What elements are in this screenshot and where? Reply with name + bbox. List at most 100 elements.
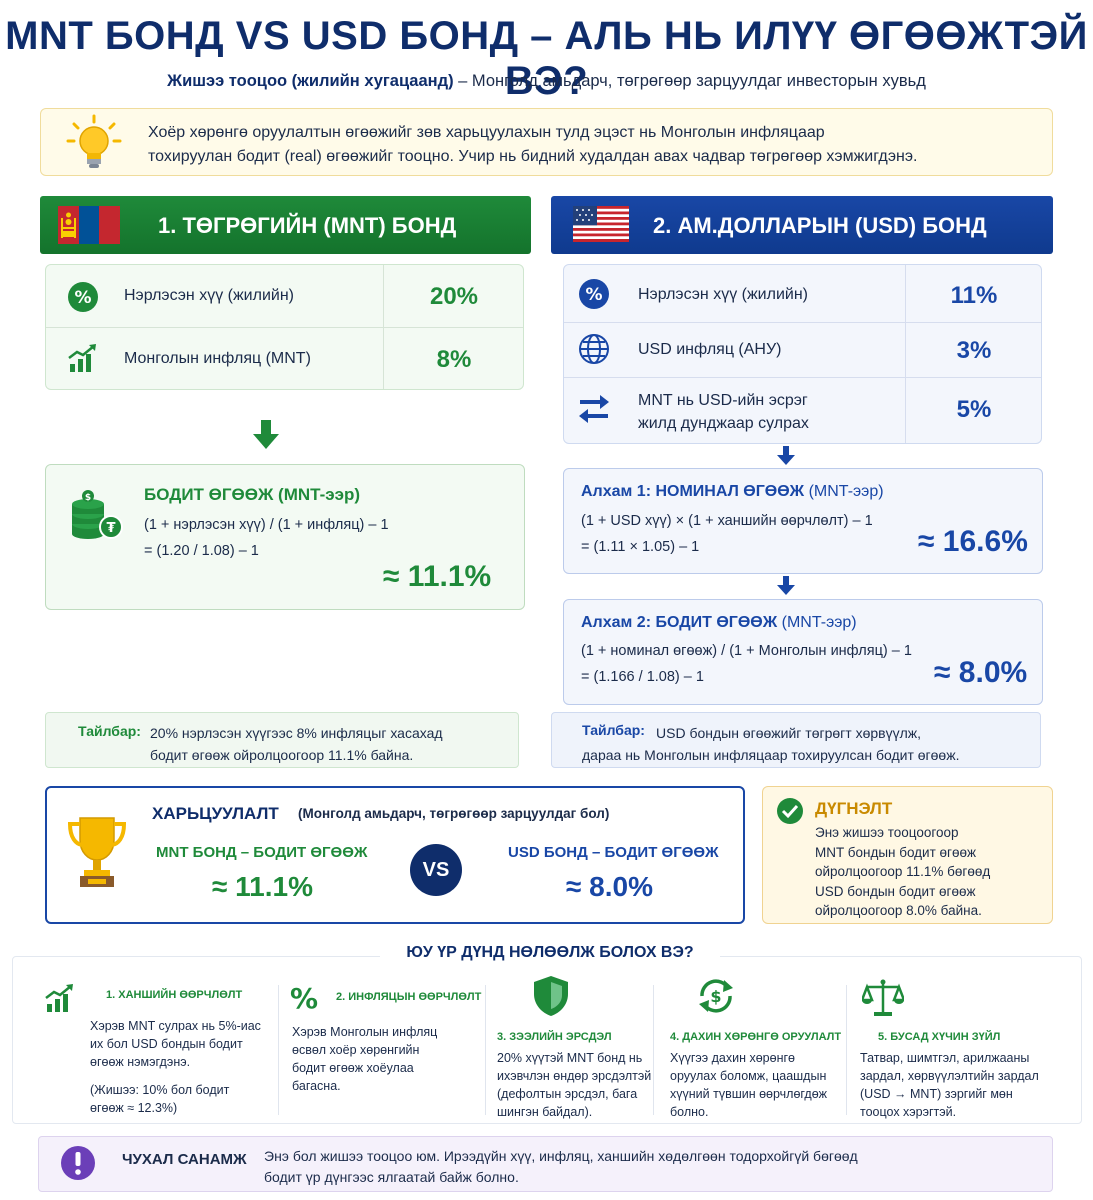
factor-5-title: 5. БУСАД ХҮЧИН ЗҮЙЛ [878, 1031, 1001, 1043]
comparison-box [45, 786, 745, 924]
mnt-inflation-value: 8% [436, 346, 472, 373]
mnt-real-return-box [45, 464, 525, 610]
reinvest-cycle-icon: $ [699, 979, 733, 1013]
percent-icon: % [290, 982, 319, 1015]
factor-line: (Жишээ: 10% бол бодит [90, 1083, 230, 1097]
mnt-rate-value: 20% [429, 283, 479, 310]
svg-text:$: $ [710, 987, 721, 1006]
factor-line: их бол USD бондын бодит [90, 1037, 243, 1051]
mnt-note-line-1: 20% нэрлэсэн хүүгээс 8% инфляцыг хасахад [150, 725, 443, 741]
usd-step2-title: Алхам 2: БОДИТ ӨГӨӨЖ (MNT-ээр) [581, 614, 857, 632]
factor-line: багасна. [292, 1079, 341, 1093]
factor-line: 20% хүүтэй MNT бонд нь [497, 1051, 643, 1065]
warning-title: ЧУХАЛ САНАМЖ [122, 1151, 247, 1168]
exchange-arrows-icon [579, 395, 609, 423]
comparison-usd-label: USD БОНД – БОДИТ ӨГӨӨЖ [508, 844, 719, 861]
factor-line: өсвөл хоёр хөрөнгийн [292, 1043, 420, 1057]
conclusion-line: ойролцоогоор 8.0% байна. [815, 903, 982, 918]
down-arrow-icon [777, 446, 795, 465]
factor-line: шингэн байдал). [497, 1105, 593, 1119]
conclusion-line: MNT бондын бодит өгөөж [815, 844, 977, 860]
usd-step2-box [563, 599, 1043, 705]
usd-step1-formula-1: (1 + USD хүү) × (1 + ханшийн өөрчлөлт) –… [581, 513, 873, 529]
intro-line-1: Хоёр хөрөнгө оруулалтын өгөөжийг зөв хар… [148, 124, 825, 141]
usd-note-label: Тайлбар: [582, 722, 645, 738]
usd-inflation-value: 3% [956, 337, 992, 364]
usd-step2-formula-1: (1 + номинал өгөөж) / (1 + Монголын инфл… [581, 643, 912, 659]
usd-depreciation-line-2: жилд дунджаар сулрах [638, 415, 809, 432]
usd-depreciation-label: MNT нь USD-ийн эсрэг жилд дунджаар сулра… [638, 389, 809, 435]
usd-note-line-1: USD бондын өгөөжийг төгрөгт хөрвүүлж, [656, 725, 922, 741]
factor-2-title: 2. ИНФЛЯЦЫН ӨӨРЧЛӨЛТ [336, 991, 482, 1003]
check-circle-icon [777, 798, 803, 824]
step1-paren: (MNT-ээр) [804, 483, 884, 500]
factor-line: Хэрэв Монголын инфляц [292, 1025, 438, 1039]
usd-note-text: USD бондын өгөөжийг төгрөгт хөрвүүлж, да… [582, 722, 959, 766]
mnt-note-label: Тайлбар: [78, 723, 141, 739]
factor-3-title: 3. ЗЭЭЛИЙН ЭРСДЭЛ [497, 1031, 612, 1043]
step2-paren: (MNT-ээр) [777, 614, 857, 631]
factor-3-text: 20% хүүтэй MNT бонд нь ихэвчлэн өндөр эр… [497, 1049, 651, 1121]
conclusion-title: ДҮГНЭЛТ [815, 799, 893, 818]
step1-bold: Алхам 1: НОМИНАЛ ӨГӨӨЖ [581, 483, 805, 500]
conclusion-box [762, 786, 1053, 924]
shield-icon [534, 976, 568, 1016]
percent-icon: % [68, 282, 98, 312]
factor-1-title: 1. ХАНШИЙН ӨӨРЧЛӨЛТ [106, 989, 243, 1001]
comparison-note: (Монголд амьдарч, төгрөгөөр зарцуулдаг б… [298, 806, 610, 821]
warning-box [38, 1136, 1053, 1192]
factor-line: өгөөж нэмэгдэнэ. [90, 1055, 191, 1069]
comparison-mnt-label: MNT БОНД – БОДИТ ӨГӨӨЖ [156, 844, 368, 861]
factor-line: Татвар, шимтгэл, арилжааны [860, 1051, 1030, 1065]
conclusion-text: Энэ жишээ тооцоогоор MNT бондын бодит өг… [815, 823, 990, 921]
balance-scale-icon [862, 979, 904, 1016]
svg-text:%: % [585, 285, 602, 305]
factor-line: бодит өгөөж хоёулаа [292, 1061, 414, 1075]
mnt-real-return-value: ≈ 11.1% [383, 560, 492, 593]
usd-step1-title: Алхам 1: НОМИНАЛ ӨГӨӨЖ (MNT-ээр) [581, 483, 884, 501]
percent-icon: % [579, 279, 609, 309]
usa-flag-icon [573, 206, 629, 242]
svg-text:$: $ [85, 493, 91, 503]
usd-note-line-2: дараа нь Монголын инфляцаар тохируулсан … [582, 747, 960, 763]
factor-line: Хэрэв MNT сулрах нь 5%-иас [90, 1019, 261, 1033]
factor-2-text: Хэрэв Монголын инфляц өсвөл хоёр хөрөнги… [292, 1023, 437, 1095]
trophy-icon [67, 817, 127, 887]
conclusion-line: USD бондын бодит өгөөж [815, 883, 976, 899]
usd-rate-value: 11% [950, 282, 998, 309]
mnt-note [45, 712, 519, 768]
mnt-inflation-label: Монголын инфляц (MNT) [124, 350, 311, 367]
mnt-header-title: 1. ТӨГРӨГИЙН (MNT) БОНД [158, 213, 457, 238]
factor-line: хүүний түвшин өөрчлөгдөж [670, 1087, 828, 1101]
usd-bond-header: 2. АМ.ДОЛЛАРЫН (USD) БОНД [551, 196, 1053, 254]
mnt-note-line-2: бодит өгөөж ойролцоогоор 11.1% байна. [150, 747, 414, 763]
coins-icon: $ ₮ [72, 490, 123, 539]
mongolia-flag-icon [58, 206, 120, 244]
intro-line-2: тохируулан бодит (real) өгөөжийг тооцно.… [148, 148, 918, 165]
factor-line: тооцох хэрэгтэй. [860, 1105, 957, 1119]
mnt-formula-1: (1 + нэрлэсэн хүү) / (1 + инфляц) – 1 [144, 517, 389, 533]
factor-5-text: Татвар, шимтгэл, арилжааны зардал, хөрвү… [860, 1049, 1039, 1121]
subtitle-rest: – Монголд амьдарч, төгрөгөөр зарцуулдаг … [453, 72, 926, 90]
down-arrow-icon [777, 576, 795, 595]
usd-nominal-return-value: ≈ 16.6% [918, 525, 1028, 558]
comparison-mnt-value: ≈ 11.1% [212, 871, 313, 902]
usd-depreciation-line-1: MNT нь USD-ийн эсрэг [638, 392, 808, 409]
conclusion-line: Энэ жишээ тооцоогоор [815, 825, 959, 840]
usd-params-box [563, 264, 1042, 444]
mnt-result-title: БОДИТ ӨГӨӨЖ (MNT-ээр) [144, 485, 361, 504]
mnt-bond-header: 1. ТӨГРӨГИЙН (MNT) БОНД [40, 196, 531, 254]
exclamation-icon [61, 1146, 95, 1180]
mnt-formula-2: = (1.20 / 1.08) – 1 [144, 543, 259, 559]
growth-chart-icon [45, 984, 73, 1012]
comparison-title: ХАРЬЦУУЛАЛТ [152, 804, 279, 823]
intro-text: Хоёр хөрөнгө оруулалтын өгөөжийг зөв хар… [148, 121, 1028, 169]
comparison-usd-value: ≈ 8.0% [566, 871, 653, 902]
down-arrow-icon [253, 420, 279, 449]
factors-title: ЮУ ҮР ДҮНД НӨЛӨӨЛЖ БОЛОХ ВЭ? [380, 944, 720, 962]
factor-line: (USD → MNT) зэргийг мөн [860, 1087, 1013, 1101]
step2-bold: Алхам 2: БОДИТ ӨГӨӨЖ [581, 614, 778, 631]
factor-line: өгөөж ≈ 12.3%) [90, 1101, 178, 1115]
usd-depreciation-value: 5% [956, 396, 992, 423]
factor-line: зардал, хөрвүүлэлтийн зардал [860, 1069, 1039, 1083]
